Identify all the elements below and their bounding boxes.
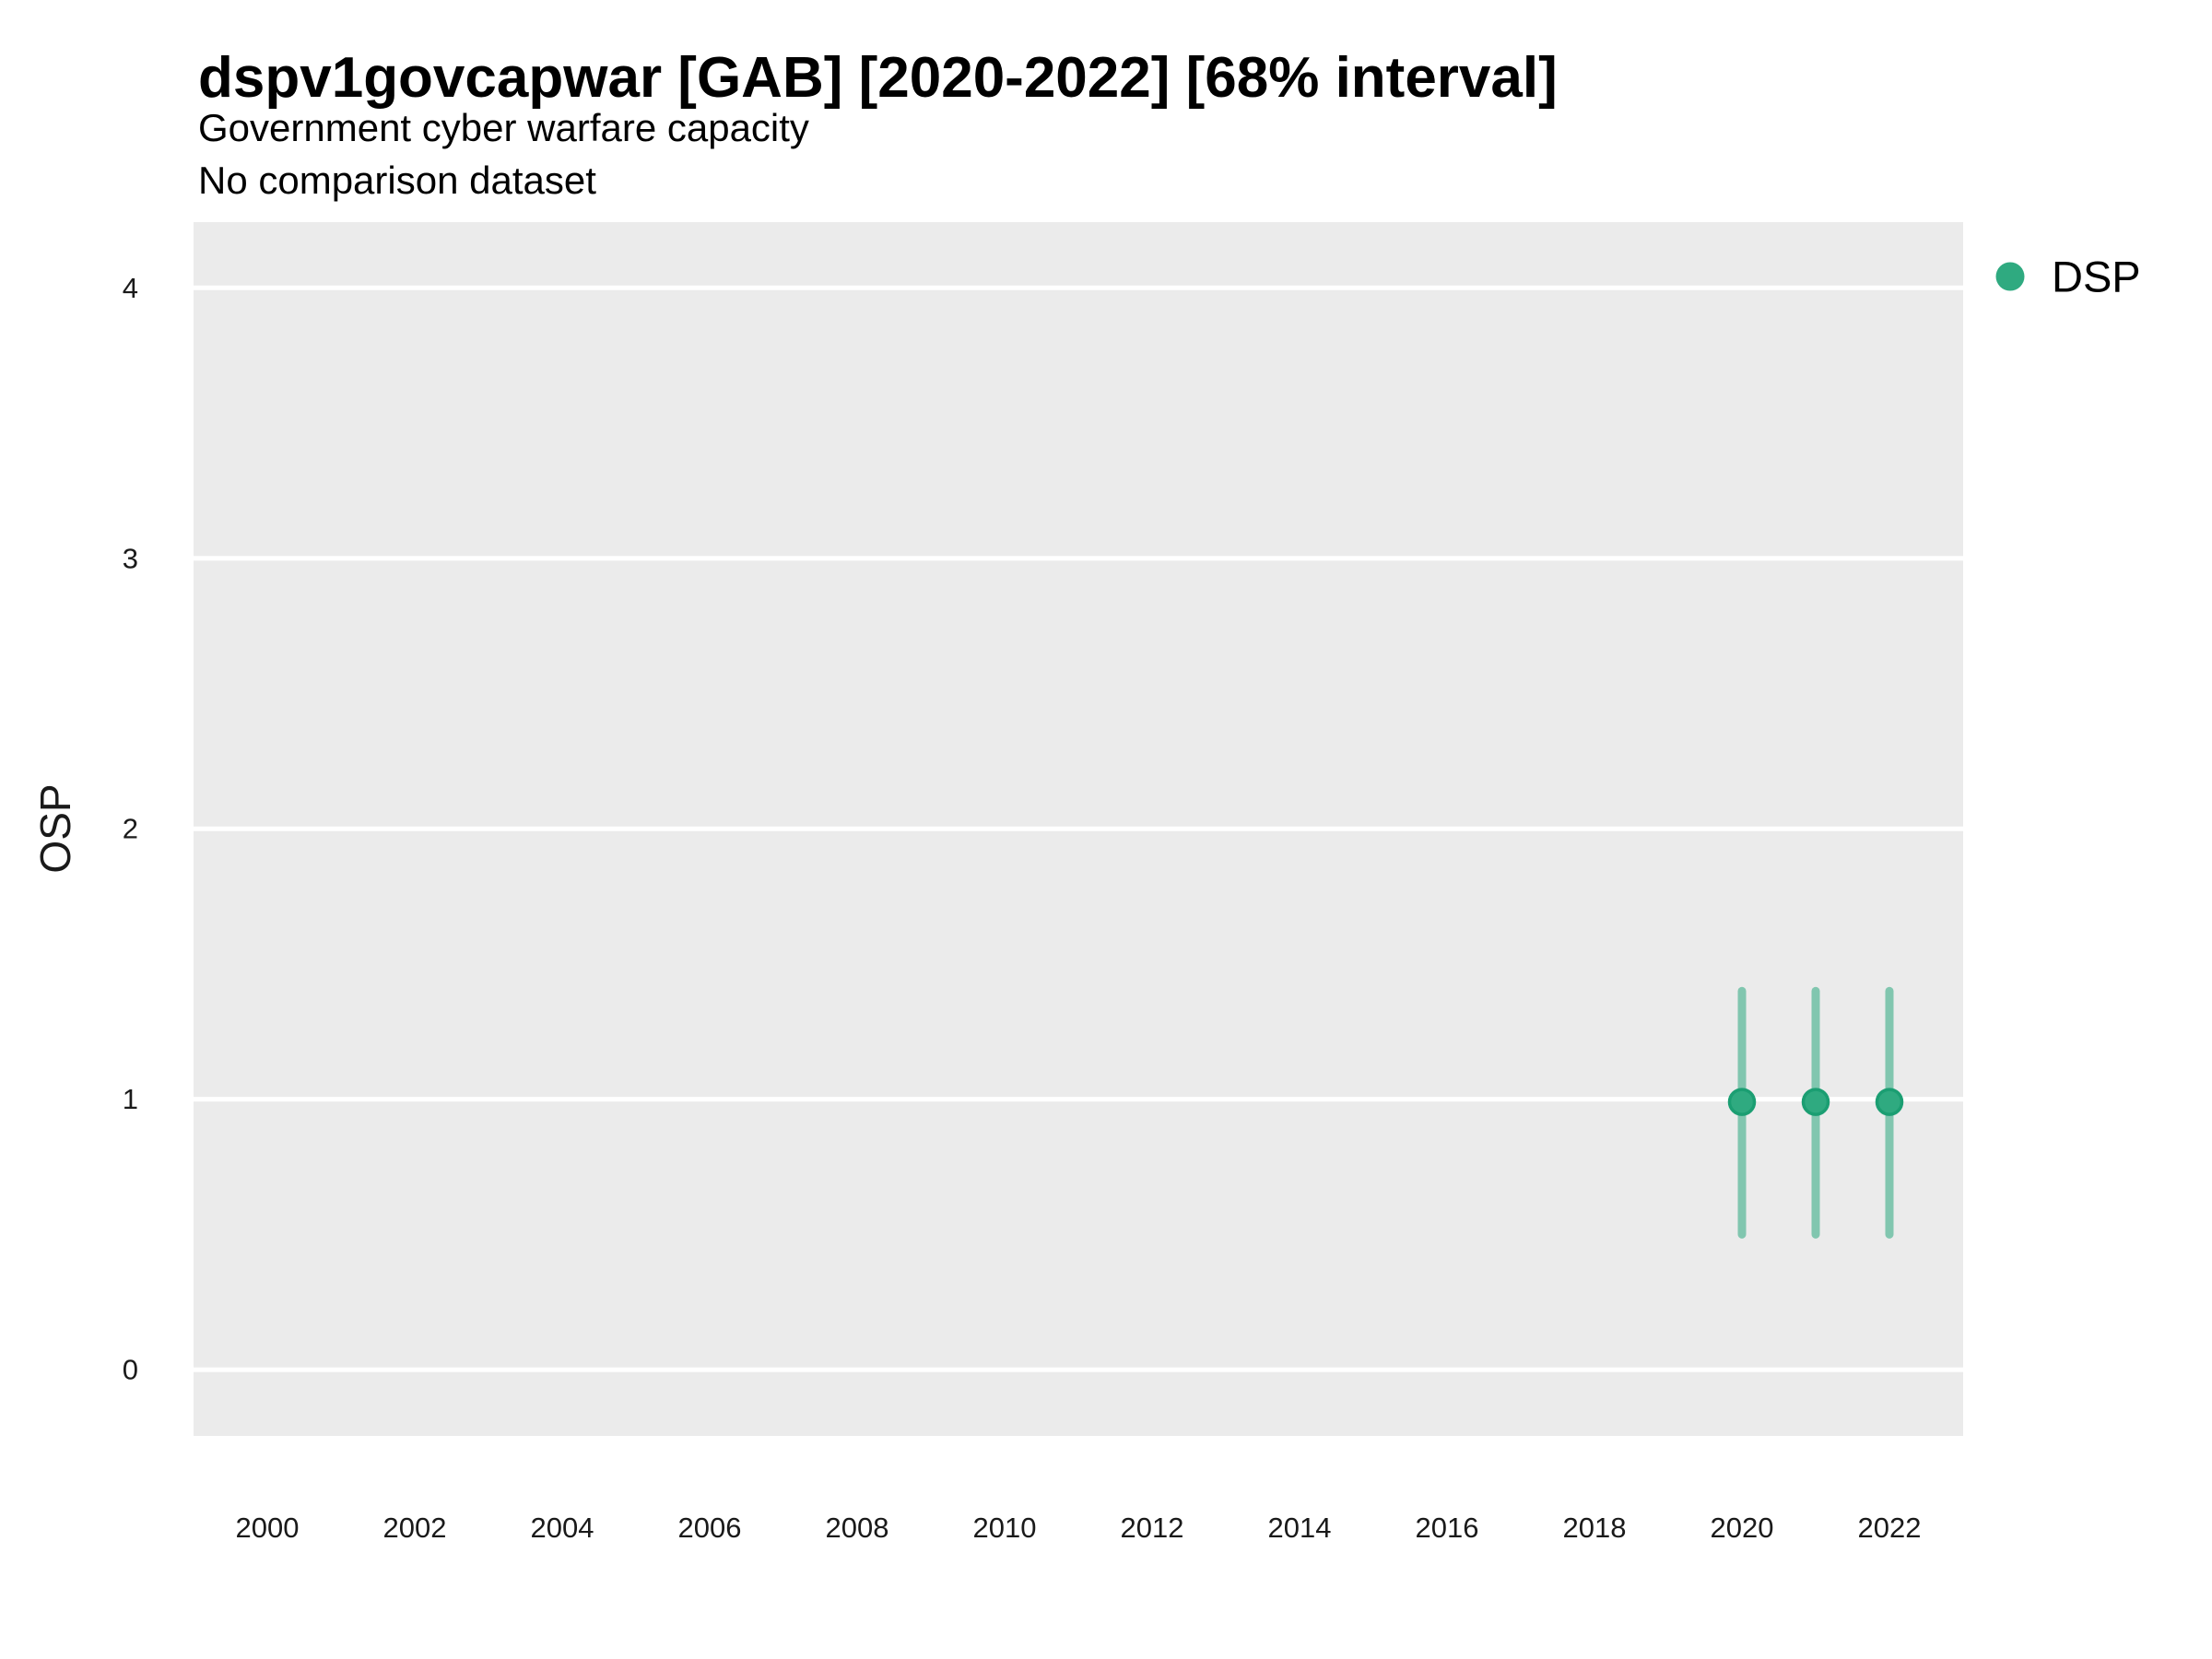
y-tick-label-0: 0 — [123, 1354, 138, 1386]
data-point-2020 — [1727, 1088, 1757, 1116]
y-axis-title: OSP — [31, 783, 79, 873]
chart-note: No comparison dataset — [198, 159, 596, 202]
x-tick-label-2006: 2006 — [678, 1512, 742, 1544]
y-tick-label-2: 2 — [123, 813, 138, 845]
legend-label: DSP — [2052, 253, 2141, 301]
x-tick-label-2014: 2014 — [1268, 1512, 1332, 1544]
y-tick-label-3: 3 — [123, 542, 138, 574]
x-tick-label-2020: 2020 — [1711, 1512, 1774, 1544]
x-tick-label-2008: 2008 — [826, 1512, 889, 1544]
x-tick-label-2012: 2012 — [1121, 1512, 1184, 1544]
x-tick-label-2002: 2002 — [383, 1512, 447, 1544]
x-tick-label-2010: 2010 — [973, 1512, 1037, 1544]
y-tick-label-1: 1 — [123, 1083, 138, 1115]
chart-title: dspv1govcapwar [GAB] [2020-2022] [68% in… — [198, 46, 1558, 110]
y-tick-label-4: 4 — [123, 272, 138, 304]
chart-subtitle: Government cyber warfare capacity — [198, 106, 809, 149]
x-tick-label-2000: 2000 — [236, 1512, 300, 1544]
data-point-2021 — [1801, 1088, 1830, 1116]
legend: DSP — [1995, 253, 2141, 301]
chart-layer: 0 1 2 3 4 2000 2002 2004 2006 2008 2010 2012 2014 201… — [123, 222, 1963, 1544]
legend-marker-icon — [1995, 262, 2025, 291]
x-tick-label-2004: 2004 — [531, 1512, 594, 1544]
x-tick-label-2022: 2022 — [1858, 1512, 1922, 1544]
data-point-2022 — [1875, 1088, 1904, 1116]
x-tick-label-2016: 2016 — [1416, 1512, 1479, 1544]
x-tick-label-2018: 2018 — [1563, 1512, 1627, 1544]
